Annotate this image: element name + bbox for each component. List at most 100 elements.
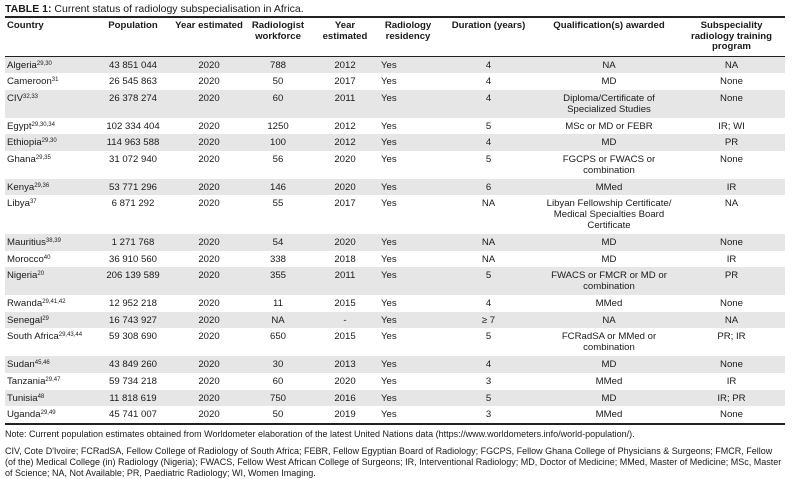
table-row: Senegal29 16 743 927 2020 NA - Yes ≥ 7 NA NA bbox=[5, 311, 785, 329]
cell-wf-year: 2012 bbox=[334, 59, 356, 71]
column-header: Year estimated bbox=[322, 20, 368, 42]
cell-wf-year: 2011 bbox=[334, 270, 356, 282]
cell-wf-year: 2017 bbox=[334, 76, 356, 88]
column-header: Population bbox=[108, 20, 158, 31]
cell-wf-year: 2013 bbox=[334, 359, 356, 371]
cell-qualification: Libyan Fellowship Certificate/ Medical S… bbox=[546, 198, 672, 232]
reference-superscript: 40 bbox=[43, 254, 51, 261]
reference-superscript: 29,43,44 bbox=[58, 332, 83, 339]
cell-pop-year: 2020 bbox=[198, 137, 220, 149]
country-name: Ethiopia bbox=[7, 137, 42, 149]
country-name: Tunisia bbox=[7, 392, 38, 404]
cell-wf-year: 2012 bbox=[334, 120, 356, 132]
reference-superscript: 29,30 bbox=[36, 60, 52, 67]
cell-workforce: 55 bbox=[272, 198, 284, 210]
cell-wf-year: - bbox=[343, 314, 347, 326]
cell-residency: Yes bbox=[381, 331, 397, 343]
cell-qualification: Diploma/Certificate of Specialized Studi… bbox=[563, 92, 655, 115]
cell-country: Ghana29,35 bbox=[5, 151, 93, 179]
cell-wf-year: 2018 bbox=[334, 253, 356, 265]
table-row: CIV32,33 26 378 274 2020 60 2011 Yes 4 Diploma/… bbox=[5, 89, 785, 118]
cell-subspeciality: None bbox=[720, 298, 743, 310]
cell-population: 12 952 218 bbox=[108, 298, 157, 310]
cell-residency: Yes bbox=[381, 137, 397, 149]
table-row: Rwanda29,41,42 12 952 218 2020 11 2015 Yes 4 MM… bbox=[5, 295, 785, 312]
country-name: Libya bbox=[7, 198, 30, 210]
cell-country: Tanzania29,47 bbox=[5, 373, 93, 390]
cell-duration: 5 bbox=[485, 120, 492, 132]
cell-duration: 5 bbox=[485, 331, 492, 343]
cell-country: Algeria29,30 bbox=[5, 56, 93, 73]
cell-qualification: FGCPS or FWACS or combination bbox=[562, 153, 656, 176]
cell-population: 26 545 863 bbox=[108, 76, 157, 88]
table-row: Mauritius38,39 1 271 768 2020 54 2020 Yes NA MD… bbox=[5, 234, 785, 251]
cell-wf-year: 2017 bbox=[334, 198, 356, 210]
cell-duration: NA bbox=[481, 253, 496, 265]
cell-pop-year: 2020 bbox=[198, 59, 220, 71]
cell-workforce: 60 bbox=[272, 92, 284, 104]
cell-country: Nigeria20 bbox=[5, 267, 93, 295]
cell-population: 16 743 927 bbox=[108, 314, 157, 326]
cell-pop-year: 2020 bbox=[198, 314, 220, 326]
table-note: Note: Current population estimates obtai… bbox=[5, 428, 635, 439]
cell-country: Mauritius38,39 bbox=[5, 234, 93, 251]
cell-pop-year: 2020 bbox=[198, 76, 220, 88]
cell-qualification: MD bbox=[601, 392, 617, 404]
cell-duration: 4 bbox=[485, 92, 492, 104]
cell-residency: Yes bbox=[381, 298, 397, 310]
country-name: Tanzania bbox=[7, 375, 46, 387]
cell-workforce: 54 bbox=[272, 237, 284, 248]
table-title: TABLE 1: Current status of radiology sub… bbox=[5, 0, 785, 16]
country-name: CIV bbox=[7, 92, 23, 104]
table-row: Ethiopia29,30 114 963 588 2020 100 2012 Yes 4 M… bbox=[5, 134, 785, 151]
cell-wf-year: 2020 bbox=[334, 375, 356, 387]
cell-workforce: 338 bbox=[269, 253, 286, 265]
cell-subspeciality: IR bbox=[726, 253, 737, 265]
country-name: Cameroon bbox=[7, 76, 52, 88]
table-row: Egypt29,30,34 102 334 404 2020 1250 2012 Yes 5… bbox=[5, 118, 785, 135]
cell-population: 102 334 404 bbox=[106, 120, 160, 132]
cell-residency: Yes bbox=[381, 314, 397, 326]
table-container: TABLE 1: Current status of radiology sub… bbox=[5, 0, 785, 479]
cell-residency: Yes bbox=[381, 253, 397, 265]
cell-residency: Yes bbox=[381, 375, 397, 387]
cell-workforce: 1250 bbox=[267, 120, 289, 132]
cell-pop-year: 2020 bbox=[198, 359, 220, 371]
table-row: Sudan45,46 43 849 260 2020 30 2013 Yes 4 MD None bbox=[5, 356, 785, 373]
country-name: Morocco bbox=[7, 253, 44, 265]
cell-wf-year: 2020 bbox=[334, 181, 356, 193]
cell-country: Sudan45,46 bbox=[5, 356, 93, 373]
reference-superscript: 20 bbox=[37, 271, 45, 278]
cell-country: Rwanda29,41,42 bbox=[5, 295, 93, 312]
cell-duration: 4 bbox=[485, 59, 492, 71]
cell-country: Tunisia48 bbox=[5, 390, 93, 407]
cell-subspeciality: NA bbox=[724, 314, 739, 326]
cell-qualification: MD bbox=[601, 359, 617, 371]
cell-duration: 4 bbox=[485, 76, 492, 88]
reference-superscript: 29,49 bbox=[40, 410, 56, 417]
cell-pop-year: 2020 bbox=[198, 198, 220, 210]
table-abbreviations: CIV, Cote D'Ivoire; FCRadSA, Fellow Coll… bbox=[5, 445, 782, 478]
reference-superscript: 29,35 bbox=[35, 154, 51, 161]
cell-country: South Africa29,43,44 bbox=[5, 328, 93, 356]
cell-pop-year: 2020 bbox=[198, 253, 220, 265]
cell-pop-year: 2020 bbox=[198, 409, 220, 421]
cell-workforce: 355 bbox=[269, 270, 286, 282]
country-name: Sudan bbox=[7, 359, 35, 371]
column-header: Radiologist workforce bbox=[251, 20, 305, 42]
cell-wf-year: 2015 bbox=[334, 331, 356, 343]
cell-duration: 3 bbox=[485, 375, 492, 387]
cell-pop-year: 2020 bbox=[198, 375, 220, 387]
cell-wf-year: 2012 bbox=[334, 137, 356, 149]
cell-residency: Yes bbox=[381, 392, 397, 404]
reference-superscript: 29,30,34 bbox=[31, 121, 55, 128]
cell-subspeciality: None bbox=[720, 237, 743, 248]
country-name: Senegal bbox=[7, 314, 43, 326]
cell-country: Senegal29 bbox=[5, 312, 93, 329]
cell-pop-year: 2020 bbox=[198, 92, 220, 104]
cell-residency: Yes bbox=[381, 92, 397, 104]
table-row: Kenya29,36 53 771 296 2020 146 2020 Yes 6 MMed I… bbox=[5, 178, 785, 196]
column-header: Subspeciality radiology training program bbox=[690, 20, 773, 52]
country-name: South Africa bbox=[7, 331, 59, 343]
cell-wf-year: 2011 bbox=[334, 92, 356, 104]
